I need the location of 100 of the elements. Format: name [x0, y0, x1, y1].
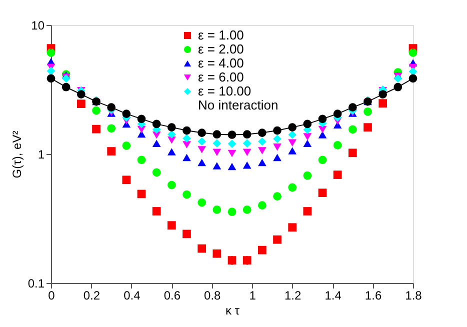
point	[167, 130, 176, 139]
point	[303, 120, 312, 128]
point	[258, 246, 266, 254]
point	[408, 74, 418, 83]
x-axis-title: κ τ	[225, 304, 240, 318]
legend-label: ε = 4.00	[198, 56, 244, 70]
point	[167, 221, 176, 230]
x-tick-label: 1.6	[364, 288, 382, 302]
point	[318, 188, 327, 198]
y-tick-label: 1	[38, 148, 45, 162]
point	[318, 131, 327, 138]
legend-label: ε = 1.00	[198, 28, 244, 42]
point	[167, 180, 176, 190]
y-tick-label: 10	[31, 18, 45, 32]
point	[212, 206, 222, 214]
point	[364, 123, 372, 132]
point	[258, 158, 266, 166]
point	[408, 48, 418, 57]
point	[288, 223, 297, 232]
x-tick-label: 1.8	[405, 288, 422, 302]
point	[333, 141, 342, 150]
point	[258, 137, 266, 146]
point	[212, 148, 222, 156]
legend-label: ε = 2.00	[198, 42, 244, 56]
legend-label: ε = 6.00	[198, 70, 244, 84]
point	[273, 144, 282, 151]
point	[198, 146, 206, 154]
point	[228, 140, 236, 148]
point	[198, 244, 206, 253]
point	[76, 90, 86, 99]
point	[122, 142, 131, 150]
point	[348, 103, 357, 112]
point	[318, 114, 327, 124]
point	[242, 256, 252, 264]
point	[364, 107, 372, 116]
point	[378, 90, 388, 99]
point	[273, 134, 282, 144]
series-label: No interaction	[198, 98, 278, 112]
point	[152, 168, 161, 177]
x-tick-label: 1.2	[284, 288, 302, 302]
point	[242, 130, 252, 139]
point	[348, 125, 357, 134]
point	[242, 161, 252, 169]
point	[76, 100, 86, 108]
point	[46, 74, 56, 83]
point	[182, 126, 191, 135]
point	[333, 110, 342, 118]
x-tick-label: 1.4	[324, 288, 342, 302]
x-tick-label: 0.2	[83, 288, 100, 302]
point	[107, 103, 116, 112]
point	[182, 134, 191, 143]
point	[273, 154, 282, 162]
point	[273, 235, 282, 244]
point	[303, 140, 312, 147]
point	[182, 230, 191, 238]
point	[182, 154, 191, 162]
point	[318, 126, 327, 134]
point	[107, 124, 116, 133]
point	[242, 148, 252, 156]
point	[137, 156, 146, 164]
point	[228, 150, 236, 158]
point	[198, 137, 206, 146]
point	[198, 158, 206, 166]
point	[303, 171, 312, 180]
point	[394, 82, 402, 92]
point	[212, 249, 222, 258]
point	[152, 140, 161, 147]
point	[242, 206, 252, 214]
point	[333, 170, 342, 179]
point	[273, 192, 282, 200]
point	[288, 183, 297, 192]
point	[348, 148, 357, 158]
x-tick-label: 0.8	[204, 288, 222, 302]
point	[242, 139, 252, 148]
point	[303, 207, 312, 216]
point	[182, 141, 191, 148]
point	[92, 124, 100, 134]
point	[122, 110, 131, 118]
point	[182, 190, 191, 199]
point	[228, 208, 236, 216]
point	[62, 82, 70, 92]
point	[394, 74, 402, 83]
point	[212, 139, 222, 148]
x-tick-label: 0.4	[124, 288, 141, 302]
point	[152, 207, 161, 216]
point	[318, 156, 327, 164]
point	[92, 106, 100, 115]
point	[288, 147, 297, 154]
point	[258, 201, 266, 210]
point	[273, 126, 282, 135]
point	[212, 130, 222, 139]
point	[152, 120, 161, 128]
point	[303, 133, 312, 140]
y-tick-label: 0.1	[28, 276, 45, 290]
point	[378, 99, 388, 108]
y-axis-title: G(τ), eV²	[10, 130, 24, 178]
x-tick-label: 0	[48, 288, 56, 302]
point	[258, 128, 266, 137]
point	[288, 130, 297, 139]
point	[228, 162, 236, 170]
